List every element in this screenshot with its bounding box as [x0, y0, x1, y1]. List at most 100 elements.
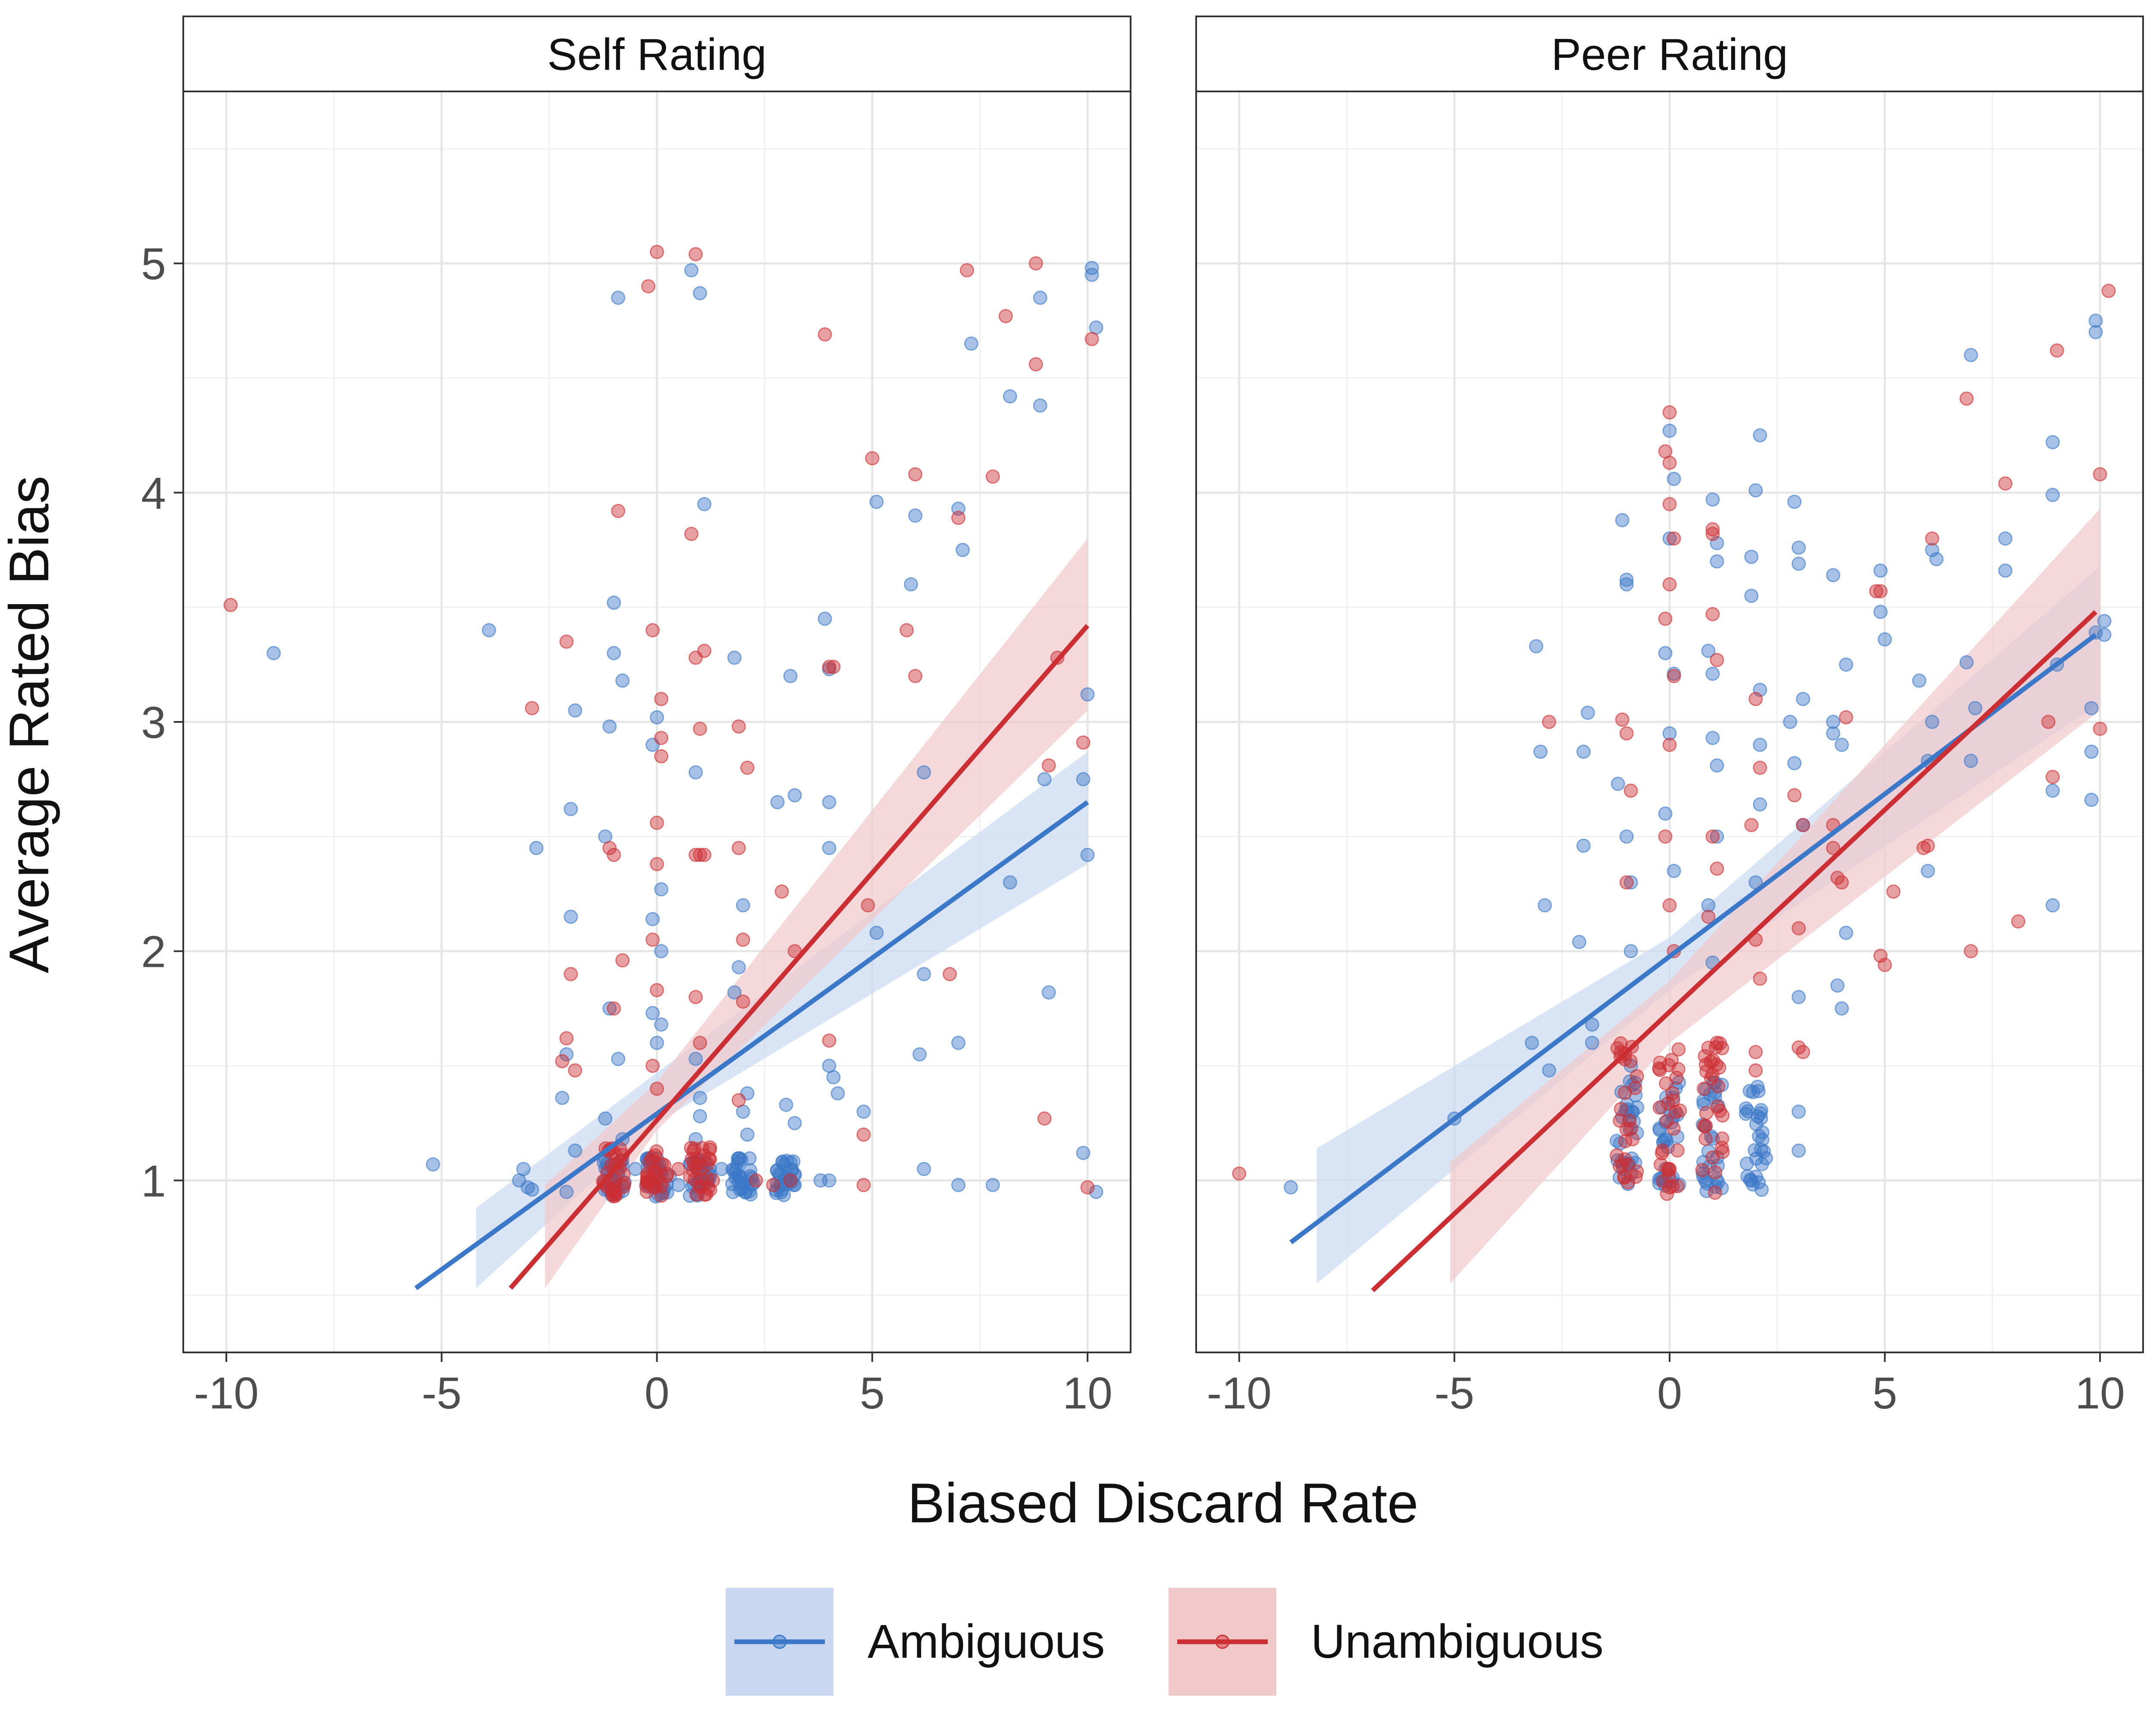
data-point-ambiguous — [2045, 783, 2060, 798]
data-point-ambiguous — [1076, 1145, 1091, 1160]
data-point-ambiguous — [985, 1178, 1000, 1192]
data-point-ambiguous — [1873, 563, 1888, 578]
data-point-unambiguous — [1028, 256, 1043, 271]
data-point-unambiguous — [688, 990, 703, 1004]
data-point-unambiguous — [555, 1054, 570, 1069]
data-point-unambiguous — [1614, 1102, 1628, 1117]
y-tick-label: 3 — [141, 698, 166, 748]
data-point-ambiguous — [1080, 847, 1095, 862]
data-point-ambiguous — [1701, 643, 1716, 658]
data-point-ambiguous — [1630, 1100, 1645, 1115]
data-point-ambiguous — [426, 1157, 440, 1172]
data-point-ambiguous — [904, 577, 918, 592]
data-point-unambiguous — [2045, 770, 2060, 784]
data-point-ambiguous — [1912, 673, 1927, 688]
data-point-unambiguous — [1708, 1165, 1723, 1179]
data-point-unambiguous — [697, 643, 711, 658]
data-point-unambiguous — [684, 527, 699, 541]
data-point-unambiguous — [736, 994, 750, 1009]
data-point-ambiguous — [1619, 572, 1634, 587]
data-point-unambiguous — [822, 659, 837, 674]
panel-strip — [1195, 16, 2144, 92]
data-point-unambiguous — [2011, 914, 2026, 929]
data-point-ambiguous — [1998, 563, 2013, 578]
data-point-unambiguous — [822, 1033, 837, 1048]
data-point-ambiguous — [1929, 552, 1944, 567]
data-point-ambiguous — [1542, 1063, 1557, 1078]
data-point-ambiguous — [1533, 744, 1548, 759]
data-point-unambiguous — [1696, 1082, 1711, 1096]
data-point-ambiguous — [2088, 325, 2103, 339]
data-point-unambiguous — [731, 841, 746, 855]
data-point-ambiguous — [779, 1098, 793, 1112]
data-point-ambiguous — [1755, 1157, 1769, 1171]
data-point-unambiguous — [1662, 497, 1677, 511]
data-point-ambiguous — [1791, 556, 1806, 571]
data-point-unambiguous — [998, 309, 1013, 323]
data-point-unambiguous — [695, 1172, 709, 1186]
legend-label: Unambiguous — [1311, 1615, 1604, 1668]
data-point-unambiguous — [1617, 1085, 1632, 1100]
data-point-unambiguous — [1705, 829, 1720, 844]
data-point-unambiguous — [1877, 958, 1892, 972]
data-point-ambiguous — [964, 336, 979, 351]
data-point-unambiguous — [1080, 1180, 1095, 1195]
fit-line-unambiguous — [508, 624, 1090, 1290]
data-point-unambiguous — [1662, 455, 1677, 470]
data-point-ambiguous — [1572, 935, 1586, 949]
data-point-ambiguous — [736, 898, 750, 913]
confidence-band-ambiguous — [476, 752, 1088, 1289]
data-point-ambiguous — [1964, 753, 1978, 768]
data-point-unambiguous — [564, 967, 578, 982]
data-point-ambiguous — [1670, 1129, 1685, 1144]
data-point-ambiguous — [1576, 744, 1591, 759]
data-point-ambiguous — [602, 719, 617, 734]
data-point-ambiguous — [1791, 990, 1806, 1004]
data-point-ambiguous — [917, 765, 931, 780]
data-point-ambiguous — [568, 703, 583, 718]
data-point-unambiguous — [1662, 898, 1677, 913]
data-point-unambiguous — [693, 1035, 707, 1050]
data-point-ambiguous — [856, 1104, 871, 1119]
data-point-ambiguous — [2097, 614, 2112, 628]
data-point-ambiguous — [727, 1163, 741, 1177]
data-point-ambiguous — [684, 263, 699, 278]
data-point-ambiguous — [1752, 1129, 1766, 1144]
data-point-ambiguous — [2084, 701, 2099, 715]
data-point-unambiguous — [731, 719, 746, 734]
data-point-unambiguous — [1665, 1179, 1680, 1194]
data-point-ambiguous — [1041, 985, 1056, 1000]
data-point-ambiguous — [1662, 531, 1677, 546]
panel-title: Peer Rating — [1551, 30, 1788, 80]
data-point-unambiguous — [703, 1140, 718, 1155]
data-point-ambiguous — [697, 497, 711, 511]
data-point-ambiguous — [2045, 488, 2060, 502]
data-point-ambiguous — [822, 841, 837, 855]
data-point-ambiguous — [1623, 944, 1638, 959]
data-point-ambiguous — [1658, 646, 1673, 661]
data-point-unambiguous — [865, 451, 880, 466]
data-point-ambiguous — [1089, 1185, 1103, 1199]
data-point-unambiguous — [1618, 1134, 1633, 1148]
data-point-unambiguous — [1660, 1186, 1674, 1201]
y-tick-label: 1 — [141, 1156, 166, 1206]
confidence-band-unambiguous — [545, 538, 1088, 1289]
y-tick-label: 5 — [141, 239, 166, 289]
data-point-ambiguous — [1749, 1169, 1763, 1184]
data-point-unambiguous — [1232, 1166, 1247, 1181]
data-point-unambiguous — [1630, 1164, 1644, 1179]
data-point-unambiguous — [2093, 467, 2107, 482]
data-point-unambiguous — [1925, 531, 1940, 546]
data-point-unambiguous — [608, 1189, 623, 1203]
data-point-ambiguous — [1739, 1156, 1754, 1171]
data-point-ambiguous — [1749, 483, 1763, 498]
data-point-ambiguous — [770, 795, 785, 809]
data-point-ambiguous — [1739, 1101, 1753, 1116]
data-point-unambiguous — [650, 857, 664, 872]
panel-self-rating: Self Rating -10 -5 0 5 10 1 2 3 4 5 — [141, 16, 1131, 1418]
data-point-unambiguous — [1749, 1045, 1763, 1060]
data-point-ambiguous — [1538, 898, 1552, 913]
data-point-ambiguous — [1710, 758, 1724, 773]
data-point-unambiguous — [641, 279, 656, 294]
data-point-ambiguous — [1787, 756, 1802, 771]
